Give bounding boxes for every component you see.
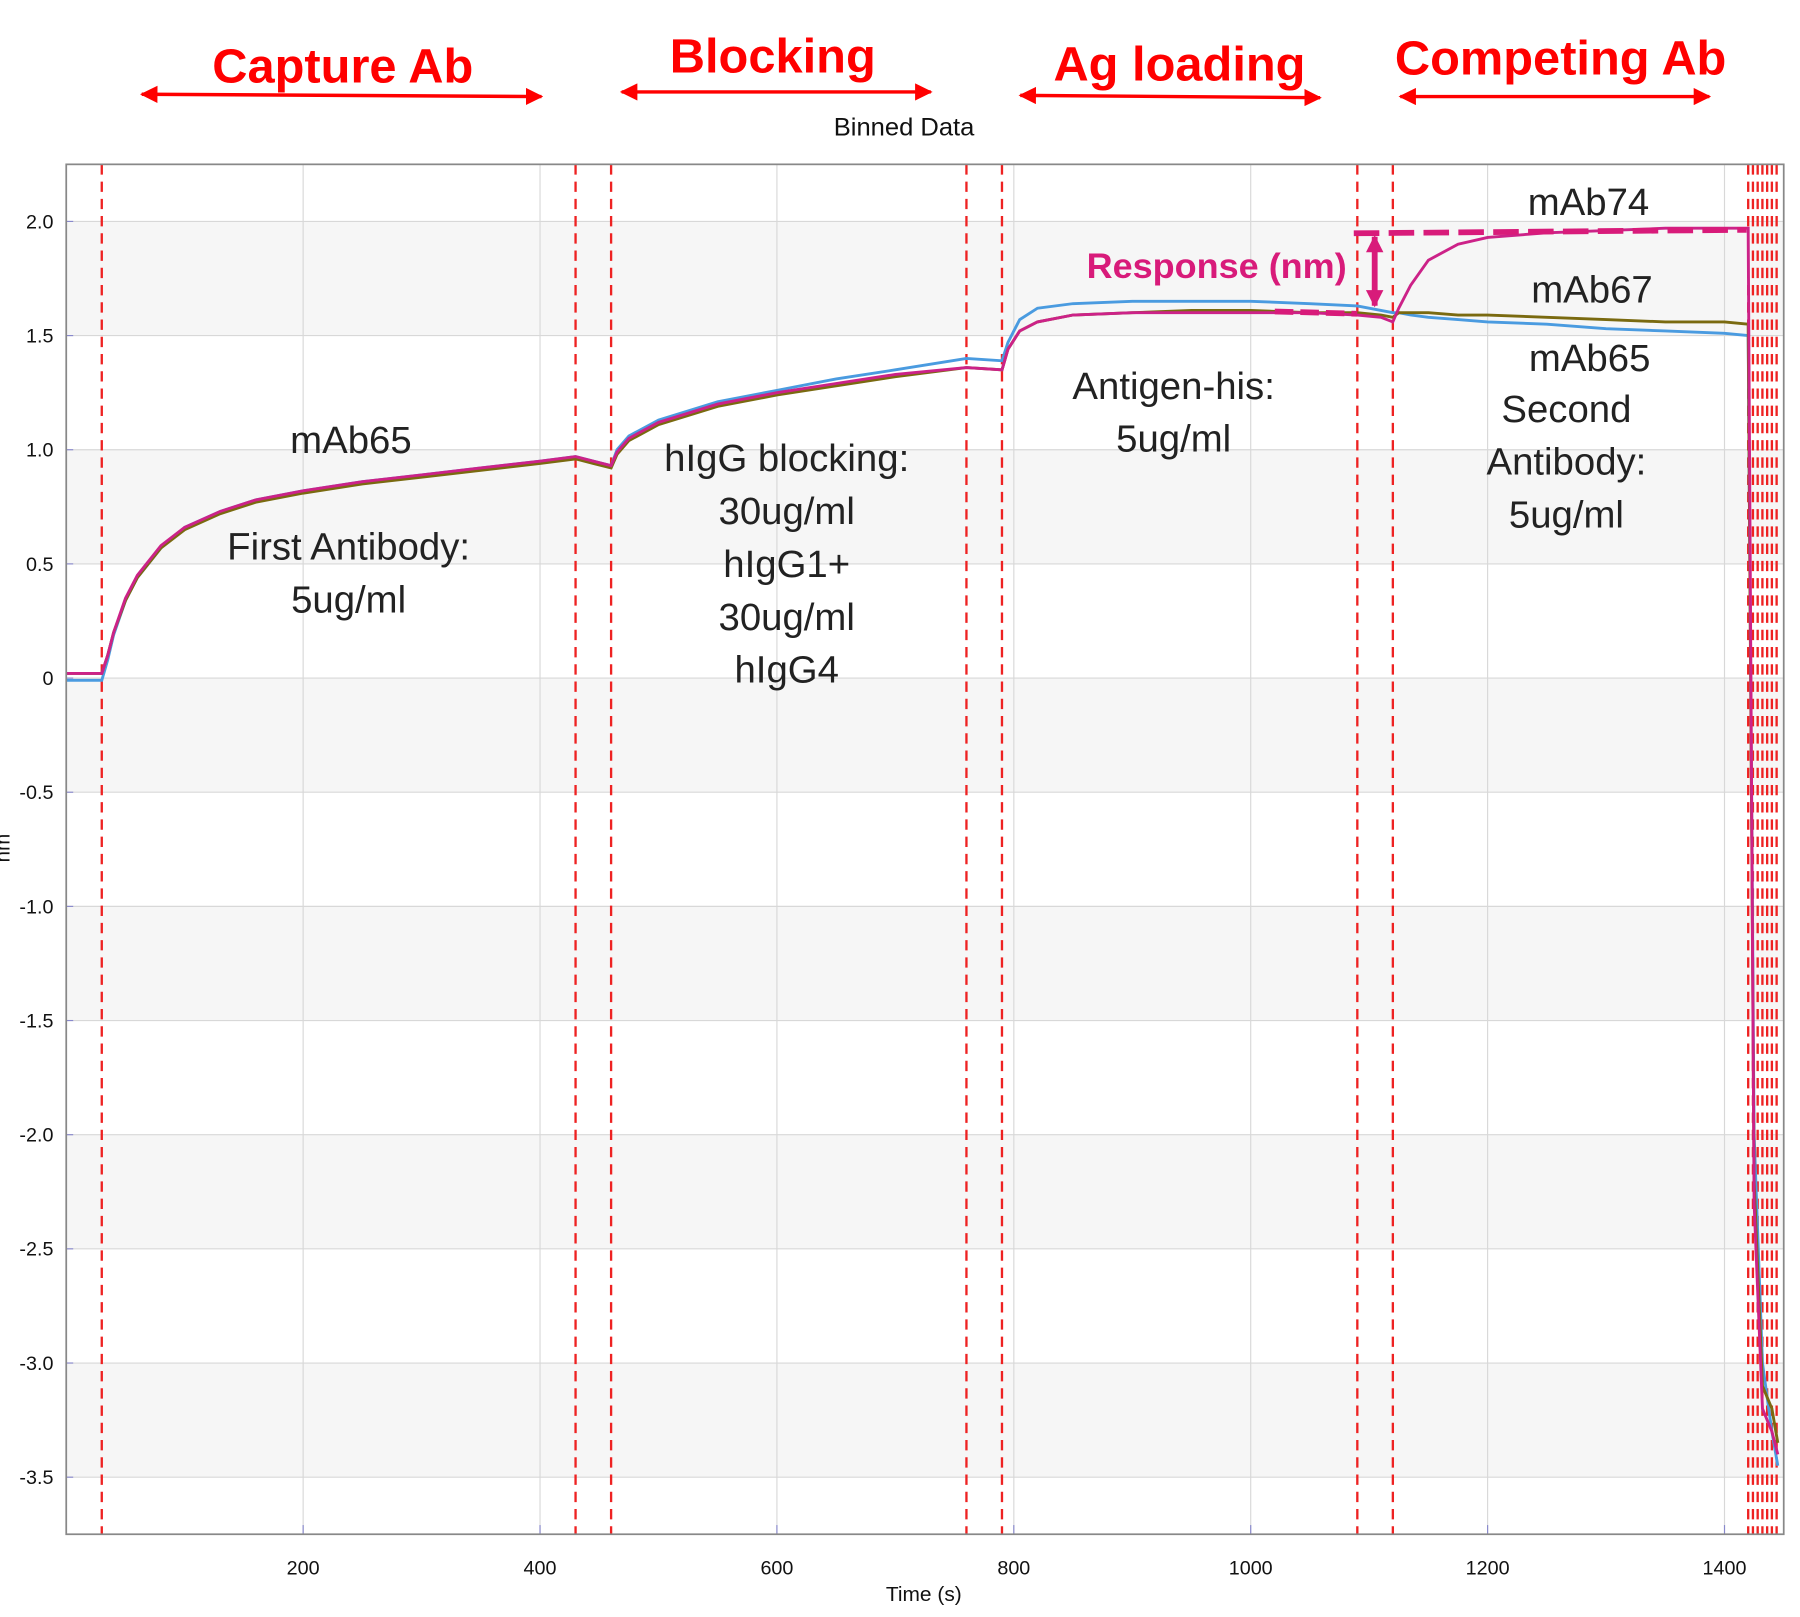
phase-title: Competing Ab <box>1395 32 1727 86</box>
y-tick-label: -1.5 <box>19 1011 53 1033</box>
annotation: 5ug/ml <box>1116 418 1231 461</box>
plot-band <box>66 1363 1784 1478</box>
step-boundaries <box>100 164 1778 1535</box>
y-tick-label: -2.0 <box>19 1125 53 1147</box>
y-tick-label: -1.0 <box>19 896 53 918</box>
phase-title: Blocking <box>670 30 876 84</box>
x-tick-label: 1000 <box>1229 1558 1273 1580</box>
annotation: First Antibody: <box>227 526 470 569</box>
phase-arrow <box>1018 86 1322 107</box>
y-tick-label: 0 <box>42 668 53 690</box>
y-tick-label: -0.5 <box>19 782 53 804</box>
plot-band <box>66 221 1784 336</box>
plot-band <box>66 678 1784 793</box>
plot-band <box>66 1134 1784 1249</box>
x-tick-label: 1200 <box>1466 1558 1510 1580</box>
plot-band <box>66 449 1784 564</box>
plot-band <box>66 906 1784 1021</box>
plot-frame <box>65 163 1785 1536</box>
annotation: 5ug/ml <box>1509 494 1624 537</box>
phase-arrow <box>140 85 544 106</box>
y-tick-label: 0.5 <box>26 554 54 576</box>
annotation: Second <box>1501 388 1631 431</box>
x-tick-label: 600 <box>760 1558 793 1580</box>
response-baseline <box>1274 308 1358 317</box>
x-axis-label: Time (s) <box>886 1583 962 1606</box>
annotation: mAb65 <box>290 419 411 462</box>
annotation: Antibody: <box>1487 441 1647 484</box>
y-axis-label: nm <box>0 834 14 863</box>
response-label: Response (nm) <box>1087 246 1347 286</box>
x-tick-label: 1400 <box>1703 1558 1747 1580</box>
phase-arrows <box>140 83 1712 107</box>
annotations: mAb74 mAb67 mAb65 mAb65 First Antibody: 5ug/m… <box>227 181 1653 692</box>
annotation: hIgG1+ <box>723 543 850 586</box>
y-tick-label: -3.0 <box>19 1353 53 1375</box>
response-level <box>1353 226 1747 237</box>
annotation: hIgG4 <box>734 649 838 692</box>
plot-background <box>66 221 1784 1478</box>
series-line <box>66 226 1780 1455</box>
annotation: hIgG blocking: <box>664 437 909 480</box>
chart-title: Binned Data <box>834 114 975 142</box>
phase-title: Capture Ab <box>212 40 473 94</box>
curves <box>66 226 1780 1467</box>
annotation: 30ug/ml <box>719 490 855 533</box>
y-tick-label: 2.0 <box>26 211 54 233</box>
x-tick-label: 800 <box>997 1558 1030 1580</box>
y-tick-label: -2.5 <box>19 1239 53 1261</box>
phase-title: Ag loading <box>1053 38 1305 92</box>
x-tick-label: 200 <box>287 1558 320 1580</box>
series-label: mAb67 <box>1531 268 1652 311</box>
series-label: mAb65 <box>1529 337 1650 380</box>
series-label: mAb74 <box>1528 181 1649 224</box>
y-tick-label: 1.0 <box>26 440 54 462</box>
annotation: 30ug/ml <box>719 596 855 639</box>
x-tick-label: 400 <box>524 1558 557 1580</box>
annotation: 5ug/ml <box>291 579 406 622</box>
annotation: Antigen-his: <box>1072 365 1274 408</box>
grid <box>66 164 1784 1535</box>
y-tick-label: 1.5 <box>26 326 54 348</box>
y-tick-label: -3.5 <box>19 1467 53 1489</box>
